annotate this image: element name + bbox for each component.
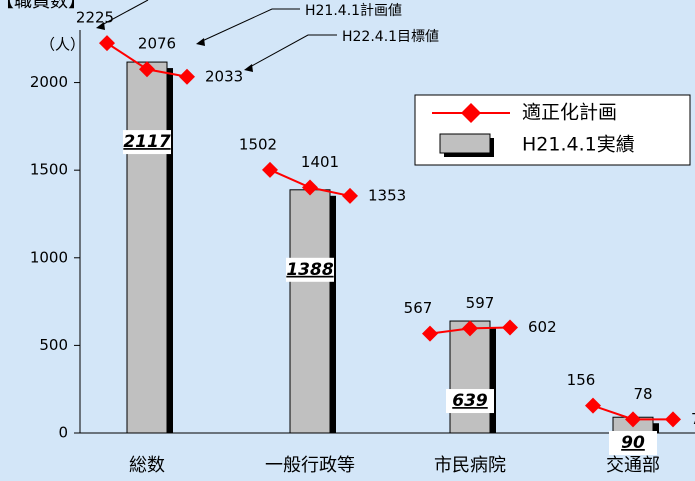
data-label: 2076 [138, 35, 176, 53]
bar-label: 1388 [286, 260, 333, 280]
marker [462, 320, 478, 337]
data-label: 2033 [205, 67, 243, 85]
marker [179, 68, 195, 85]
x-tick-label: 総数 [129, 455, 165, 476]
marker [302, 179, 318, 196]
x-tick-label: 一般行政等 [265, 455, 355, 476]
bar-label-box [286, 257, 334, 282]
y-axis-label: （人） [40, 36, 85, 54]
data-label: 567 [404, 299, 433, 317]
y-tick-label: 2000 [30, 73, 68, 91]
chart-title: 【職員数】 [0, 0, 86, 12]
data-label: 2225 [76, 9, 114, 27]
y-tick-label: 0 [58, 424, 68, 442]
bar [289, 189, 331, 434]
y-tick-label: 1500 [30, 161, 68, 179]
arrowhead [244, 64, 253, 72]
marker [99, 35, 115, 52]
bar-label: 2117 [123, 132, 170, 152]
data-label: 597 [466, 294, 495, 312]
y-tick-label: 1000 [30, 248, 68, 266]
bar-label-box [446, 389, 494, 414]
data-label: 78 [633, 385, 652, 403]
marker [422, 325, 438, 342]
legend-swatch [439, 133, 491, 154]
x-tick-label: 交通部 [606, 455, 660, 476]
marker [625, 411, 641, 428]
data-label: 1401 [301, 153, 339, 171]
annotation: H21.4.1計画値 [305, 3, 402, 19]
marker [139, 61, 155, 78]
data-label: 1502 [239, 135, 277, 153]
marker [342, 187, 358, 204]
marker [502, 319, 518, 336]
data-label: 1353 [368, 186, 406, 204]
data-label: 78 [691, 410, 695, 428]
bar [126, 61, 168, 434]
arrow [199, 8, 300, 43]
x-tick-label: 市民病院 [434, 455, 506, 476]
bar-label: 90 [621, 433, 645, 453]
arrow [99, 0, 149, 27]
arrowhead [196, 38, 205, 46]
data-label: 602 [528, 318, 557, 336]
arrowhead [96, 22, 105, 30]
y-tick-label: 500 [39, 336, 68, 354]
bar [449, 320, 491, 434]
marker [262, 161, 278, 178]
legend-marker [461, 103, 481, 123]
bar-label-box [609, 431, 657, 455]
data-label: 156 [567, 371, 596, 389]
marker [665, 411, 681, 428]
marker [585, 397, 601, 414]
bar-label: 639 [452, 391, 488, 411]
legend-label: 適正化計画 [522, 102, 617, 124]
legend-label: H21.4.1実績 [522, 134, 635, 156]
annotation: H22.4.1目標値 [342, 29, 439, 45]
bar-label-box [123, 130, 171, 155]
arrow [247, 34, 337, 69]
